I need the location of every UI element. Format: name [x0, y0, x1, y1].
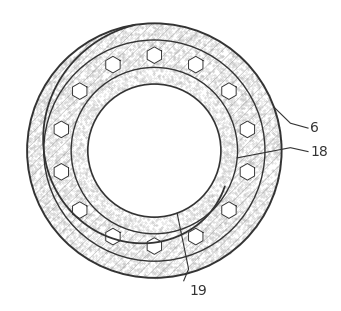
Polygon shape — [222, 83, 236, 100]
Polygon shape — [54, 164, 69, 180]
Polygon shape — [147, 47, 162, 63]
Polygon shape — [240, 121, 255, 138]
Polygon shape — [54, 121, 69, 138]
Polygon shape — [73, 83, 87, 100]
Polygon shape — [106, 228, 120, 245]
Polygon shape — [222, 202, 236, 218]
Text: 19: 19 — [190, 284, 207, 298]
Circle shape — [88, 84, 221, 217]
Polygon shape — [73, 202, 87, 218]
Polygon shape — [240, 164, 255, 180]
Polygon shape — [189, 228, 203, 245]
Polygon shape — [106, 56, 120, 73]
Text: 6: 6 — [310, 121, 319, 135]
Text: 18: 18 — [310, 145, 328, 159]
Polygon shape — [147, 238, 162, 254]
Polygon shape — [189, 56, 203, 73]
